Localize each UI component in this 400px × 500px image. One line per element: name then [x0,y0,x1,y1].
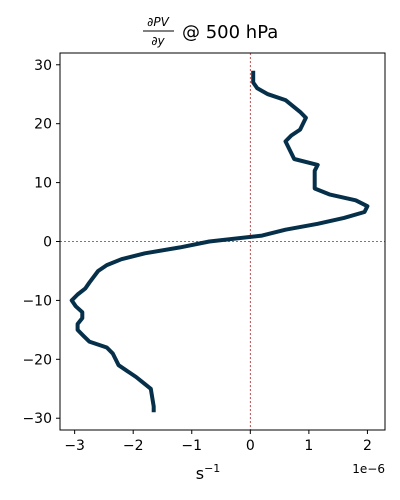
y-axis-ticks: −30 −20 −10 0 10 20 30 [22,58,60,427]
y-tick-label: −10 [22,293,52,309]
x-tick-label: −1 [181,438,202,454]
x-axis-offset-label: 1e−6 [352,462,385,476]
chart-title: ∂PV ∂y @ 500 hPa [143,15,278,48]
x-tick-label: −3 [64,438,85,454]
x-axis-label-exponent: −1 [204,462,220,475]
title-denominator: ∂y [151,34,165,48]
y-tick-label: −30 [22,411,52,427]
x-tick-label: −2 [123,438,144,454]
series-line [69,70,370,413]
title-suffix: @ 500 hPa [182,22,278,43]
y-tick-label: 30 [34,58,52,74]
y-tick-label: 0 [43,235,52,251]
x-axis-ticks: −3 −2 −1 0 1 2 [64,430,372,454]
y-tick-label: 20 [34,117,52,133]
x-tick-label: 0 [246,438,255,454]
title-numerator: ∂PV [147,15,169,29]
x-tick-label: 2 [363,438,372,454]
x-axis-label: s−1 [196,462,221,483]
y-tick-label: 10 [34,176,52,192]
y-tick-label: −20 [22,352,52,368]
x-axis-label-base: s [196,464,204,483]
x-tick-label: 1 [304,438,313,454]
